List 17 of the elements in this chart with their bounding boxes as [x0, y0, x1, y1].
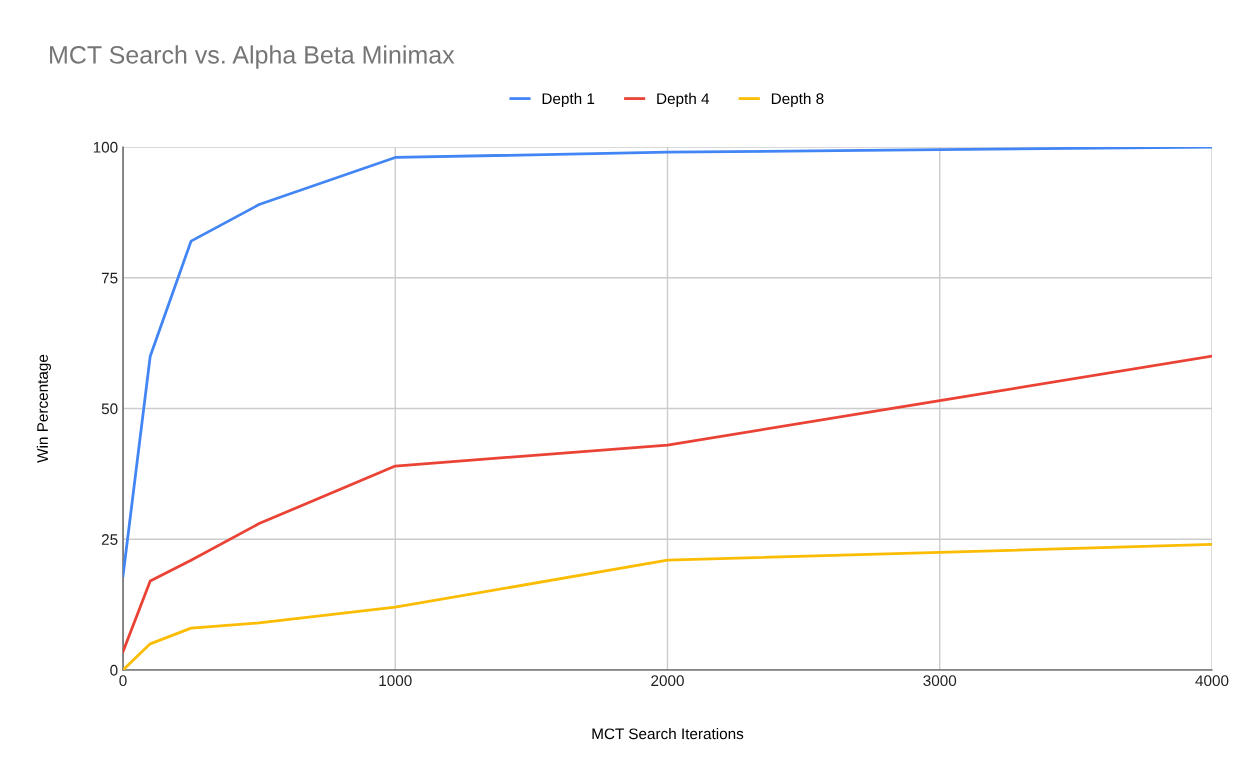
- y-tick-label: 75: [101, 272, 118, 284]
- x-tick-label: 2000: [651, 675, 684, 687]
- legend-label: Depth 1: [542, 92, 595, 108]
- y-tick-label: 100: [93, 141, 118, 153]
- x-tick-label: 4000: [1195, 675, 1229, 687]
- line-series: [123, 354, 1212, 654]
- y-tick-label: 50: [101, 403, 118, 415]
- y-axis-title: Win Percentage: [36, 354, 51, 463]
- y-tick-label: 25: [101, 534, 118, 545]
- legend-label: Depth 8: [771, 92, 824, 108]
- y-tick-label: 0: [110, 664, 118, 676]
- legend-label: Depth 4: [657, 92, 710, 108]
- x-tick-label: 0: [119, 675, 127, 687]
- x-tick-label: 3000: [923, 675, 957, 687]
- chart-title: MCT Search vs. Alpha Beta Minimax: [50, 45, 455, 69]
- x-axis-title: MCT Search Iterations: [592, 727, 744, 740]
- x-tick-label: 1000: [379, 675, 412, 687]
